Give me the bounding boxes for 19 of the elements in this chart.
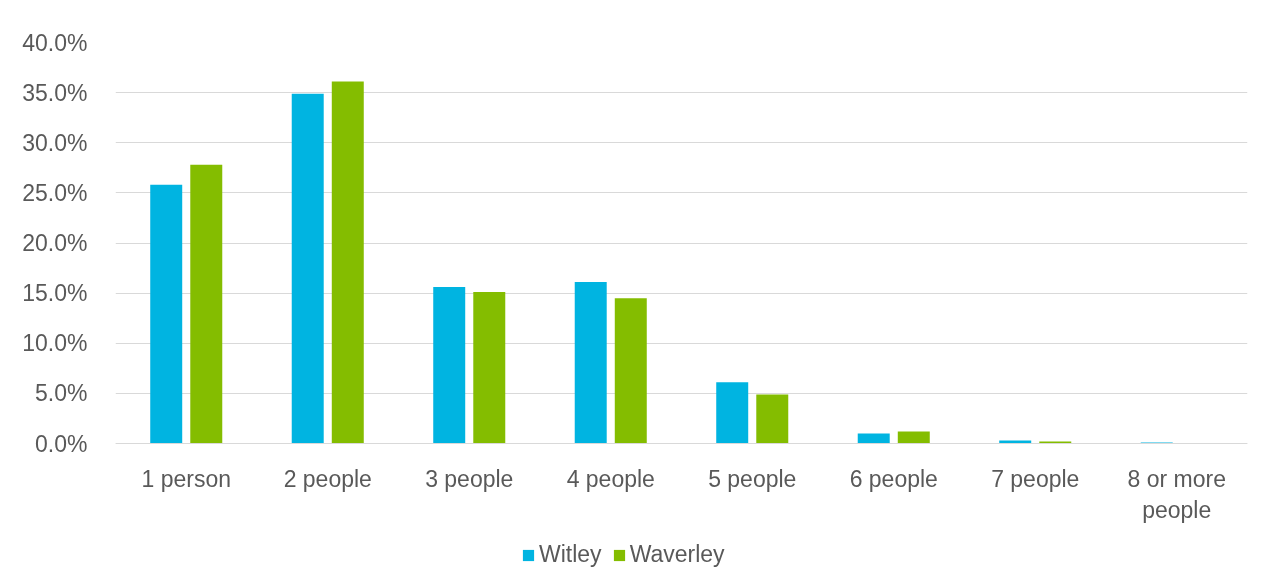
x-tick-label: 2 people (283, 465, 372, 492)
x-tick-label: 7 people (991, 465, 1080, 492)
y-tick-label: 20.0% (22, 230, 88, 256)
legend-label: Witley (539, 541, 602, 568)
y-tick-label: 40.0% (22, 29, 88, 56)
y-tick-label: 35.0% (22, 79, 88, 106)
y-tick-label: 15.0% (22, 280, 88, 307)
x-tick-label: 3 people (425, 465, 514, 492)
y-tick-label: 30.0% (22, 129, 88, 156)
x-tick-label: 5 people (708, 465, 797, 492)
x-tick-label: 8 or more people (1127, 465, 1226, 523)
legend-label: Waverley (629, 541, 725, 568)
x-tick-label: 1 person (141, 465, 232, 492)
y-tick-label: 25.0% (22, 179, 88, 206)
y-tick-label: 5.0% (35, 380, 88, 407)
x-tick-label: 4 people (566, 465, 655, 492)
y-tick-label: 0.0% (35, 430, 88, 457)
y-tick-label: 10.0% (22, 330, 88, 357)
x-tick-label: 6 people (849, 465, 938, 492)
